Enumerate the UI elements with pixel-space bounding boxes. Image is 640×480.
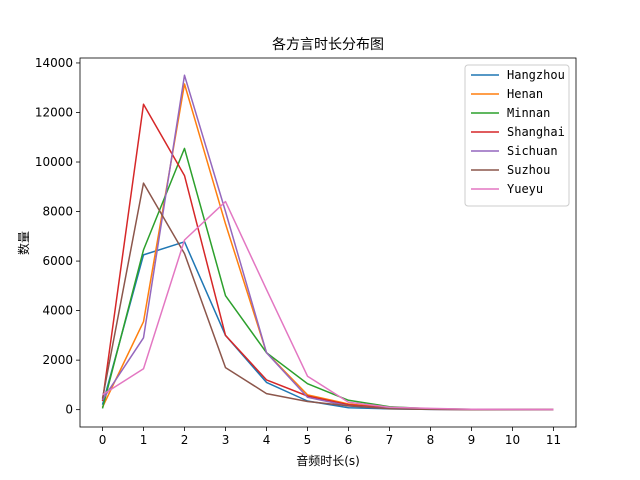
- x-tick-label: 1: [140, 433, 148, 447]
- x-tick-label: 6: [345, 433, 353, 447]
- x-axis-label: 音频时长(s): [296, 453, 360, 468]
- x-tick-label: 7: [386, 433, 394, 447]
- y-tick-label: 6000: [42, 254, 73, 268]
- x-tick-label: 10: [505, 433, 520, 447]
- y-axis-label: 数量: [16, 231, 31, 255]
- legend-label-henan: Henan: [507, 87, 543, 101]
- y-tick-label: 10000: [35, 155, 73, 169]
- legend-label-minnan: Minnan: [507, 106, 550, 120]
- legend-label-suzhou: Suzhou: [507, 163, 550, 177]
- axes-frame: [79, 57, 577, 428]
- x-tick-label: 0: [99, 433, 107, 447]
- series-line-suzhou: [101, 182, 554, 411]
- legend-label-sichuan: Sichuan: [507, 144, 558, 158]
- x-tick-label: 5: [304, 433, 312, 447]
- chart-title: 各方言时长分布图: [272, 37, 384, 53]
- y-tick-label: 14000: [35, 56, 73, 70]
- legend-label-yueyu: Yueyu: [507, 182, 543, 196]
- y-tick-label: 8000: [42, 205, 73, 219]
- y-tick-label: 2000: [42, 353, 73, 367]
- y-tick-label: 12000: [35, 105, 73, 119]
- x-tick-label: 9: [468, 433, 476, 447]
- x-tick-label: 8: [427, 433, 435, 447]
- plot-area: 0 1 2 3 4 5 6 7 8 9 10 11 0 2000 4000 6000 8000 10000 1200…: [35, 56, 577, 447]
- series-line-hangzhou: [101, 241, 554, 411]
- x-tick-label: 4: [263, 433, 271, 447]
- y-tick-label: 4000: [42, 304, 73, 318]
- legend: Hangzhou Henan Minnan Shanghai Sichuan Suzhou…: [464, 64, 570, 207]
- legend-label-hangzhou: Hangzhou: [507, 68, 565, 82]
- series-line-yueyu: [102, 200, 554, 411]
- y-tick-label: 0: [65, 403, 73, 417]
- legend-label-shanghai: Shanghai: [507, 125, 565, 139]
- x-tick-label: 11: [546, 433, 561, 447]
- x-tick-label: 3: [222, 433, 230, 447]
- x-tick-label: 2: [181, 433, 189, 447]
